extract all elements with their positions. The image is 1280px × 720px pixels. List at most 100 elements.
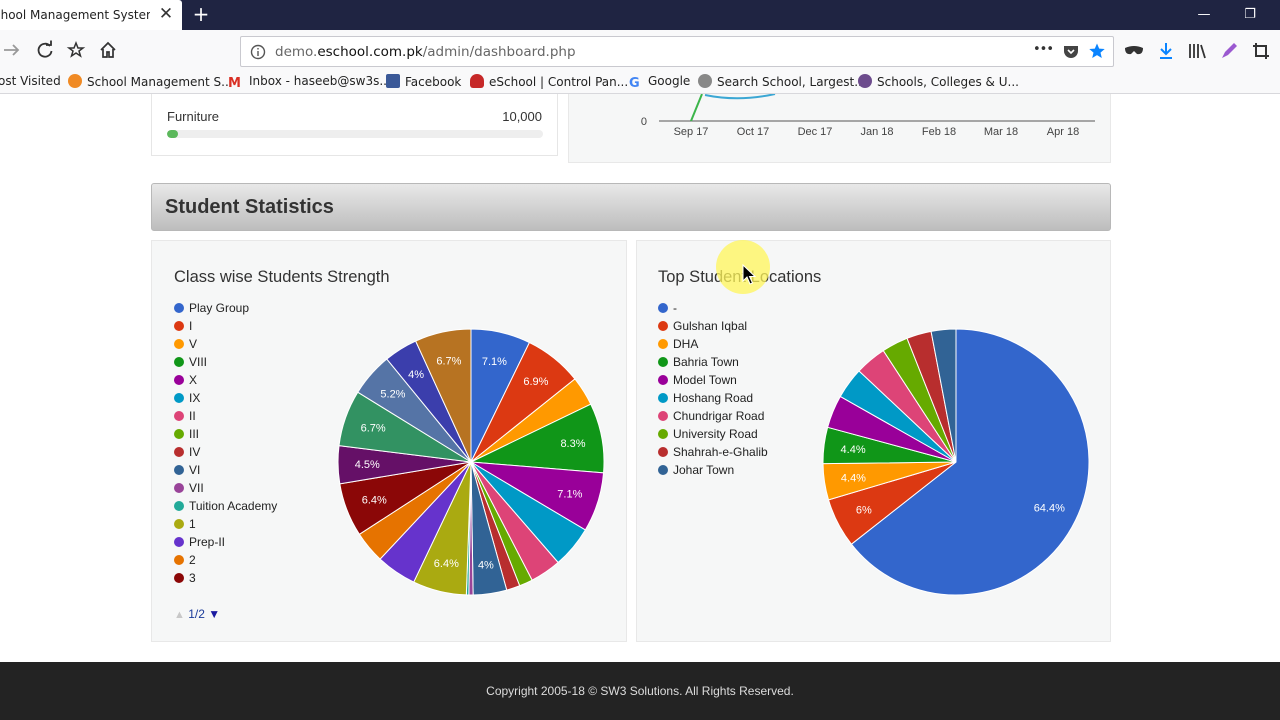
forward-icon[interactable] [2,40,22,60]
class-legend-item[interactable]: I [174,317,277,335]
class-legend-item[interactable]: VIII [174,353,277,371]
legend-swatch [658,411,668,421]
home-icon[interactable] [98,40,118,60]
locations-slice[interactable] [930,328,957,463]
close-icon[interactable]: ✕ [158,4,174,24]
gmail-icon: M [228,76,241,91]
class-legend-item[interactable]: 3 [174,569,277,587]
bookmark-schools-colleges[interactable]: Schools, Colleges & U... [858,74,1019,89]
class-legend-item[interactable]: VII [174,479,277,497]
private-mask-icon[interactable] [1124,42,1144,60]
locations-legend-item[interactable]: University Road [658,425,768,443]
line-chart-card: 0 Sep 17 Oct 17 Dec 17 Jan 18 Feb 18 Mar 18 Ap… [568,94,1111,163]
y-tick-label: 0 [641,116,647,128]
legend-page-indicator: 1/2 [188,607,205,621]
expense-progress-fill [167,130,179,138]
expense-label: Furniture [167,109,220,124]
class-legend-item[interactable]: II [174,407,277,425]
restore-icon[interactable]: ❐ [1244,7,1256,22]
class-pie-chart: 7.1%6.9%8.3%7.1%4%6.4%6.4%4.5%6.7%5.2%4%… [337,328,605,596]
locations-legend-item[interactable]: Chundrigar Road [658,407,768,425]
legend-label: VI [189,463,201,477]
library-icon[interactable] [1188,42,1208,60]
locations-legend-item[interactable]: Model Town [658,371,768,389]
legend-swatch [174,465,184,475]
class-legend-item[interactable]: Tuition Academy [174,497,277,515]
series-line-blue [704,94,776,100]
locations-legend-item[interactable]: Hoshang Road [658,389,768,407]
legend-prev-icon[interactable]: ▲ [174,609,185,621]
class-slice-label: 6.9% [523,376,548,388]
legend-swatch [174,519,184,529]
class-legend-item[interactable]: V [174,335,277,353]
class-legend-item[interactable]: Play Group [174,299,277,317]
class-legend-item[interactable]: 1 [174,515,277,533]
locations-legend-item[interactable]: Gulshan Iqbal [658,317,768,335]
legend-label: Model Town [673,373,737,387]
bookmark-most-visited[interactable]: ost Visited [0,74,61,88]
info-icon[interactable] [250,44,266,60]
series-line-green [690,94,703,122]
class-legend-item[interactable]: Prep-II [174,533,277,551]
legend-label: I [189,319,193,333]
class-slice[interactable] [414,328,472,463]
locations-legend-item[interactable]: DHA [658,335,768,353]
legend-label: III [189,427,200,441]
bookmark-school-management[interactable]: School Management S... [68,74,233,89]
mouse-pointer-icon [742,264,756,285]
eschool-shield-icon [470,74,484,88]
eschool-logo-icon [68,74,82,88]
x-tick-label: Mar 18 [984,126,1018,138]
locations-slice-label: 6% [856,505,872,517]
bookmark-inbox[interactable]: M Inbox - haseeb@sw3s... [228,74,391,91]
url-text[interactable]: demo.eschool.com.pk/admin/dashboard.php [275,44,576,60]
class-slice-label: 7.1% [482,356,507,368]
tab-bar: chool Management System | A ✕ + — ❐ [0,0,1280,30]
legend-label: Play Group [189,301,250,315]
address-bar[interactable]: demo.eschool.com.pk/admin/dashboard.php … [240,36,1114,67]
legend-swatch [174,339,184,349]
class-legend-item[interactable]: IV [174,443,277,461]
class-legend-item[interactable]: VI [174,461,277,479]
screenshot-crop-icon[interactable] [1252,42,1270,60]
bookmark-search-school[interactable]: Search School, Largest... [698,74,866,89]
pocket-icon[interactable] [1062,43,1080,61]
x-tick-label: Sep 17 [674,126,709,138]
locations-legend-item[interactable]: Johar Town [658,461,768,479]
class-slice-label: 6.4% [362,495,387,507]
legend-label: 3 [189,571,196,585]
class-legend-item[interactable]: X [174,371,277,389]
bookmark-google[interactable]: G Google [629,74,691,91]
line-chart-fragment: 0 Sep 17 Oct 17 Dec 17 Jan 18 Feb 18 Mar 18 Ap… [641,94,1095,138]
locations-slice[interactable] [850,328,1090,596]
reload-icon[interactable] [35,40,55,60]
legend-next-icon[interactable]: ▼ [208,607,221,621]
new-tab-button[interactable]: + [192,2,210,26]
class-slice-label: 4.5% [355,459,380,471]
legend-swatch [174,483,184,493]
legend-swatch [658,447,668,457]
x-tick-label: Apr 18 [1047,126,1079,138]
class-legend-item[interactable]: 2 [174,551,277,569]
locations-legend-item[interactable]: Shahrah-e-Ghalib [658,443,768,461]
browser-tab[interactable]: chool Management System | A ✕ [0,0,182,30]
legend-label: Prep-II [189,535,226,549]
bookmark-eschool-control[interactable]: eSchool | Control Pan... [470,74,628,89]
class-legend-item[interactable]: IX [174,389,277,407]
page-actions-icon[interactable]: ••• [1033,42,1054,57]
bookmark-star-icon[interactable] [66,40,86,60]
class-slice-label: 8.3% [560,438,585,450]
bookmarked-star-icon[interactable] [1088,42,1106,60]
class-strength-card: Class wise Students Strength Play Group I… [151,240,627,642]
class-legend-item[interactable]: III [174,425,277,443]
minimize-icon[interactable]: — [1197,7,1211,22]
pen-extension-icon[interactable] [1220,42,1238,60]
class-slice-label: 7.1% [557,489,582,501]
student-statistics-header: Student Statistics [151,183,1111,231]
locations-legend-item[interactable]: Bahria Town [658,353,768,371]
bookmark-facebook[interactable]: Facebook [386,74,461,89]
download-icon[interactable] [1157,41,1175,61]
class-slice-label: 4% [478,560,494,572]
locations-legend-item[interactable]: - [658,299,768,317]
class-slice-label: 6.4% [434,558,459,570]
